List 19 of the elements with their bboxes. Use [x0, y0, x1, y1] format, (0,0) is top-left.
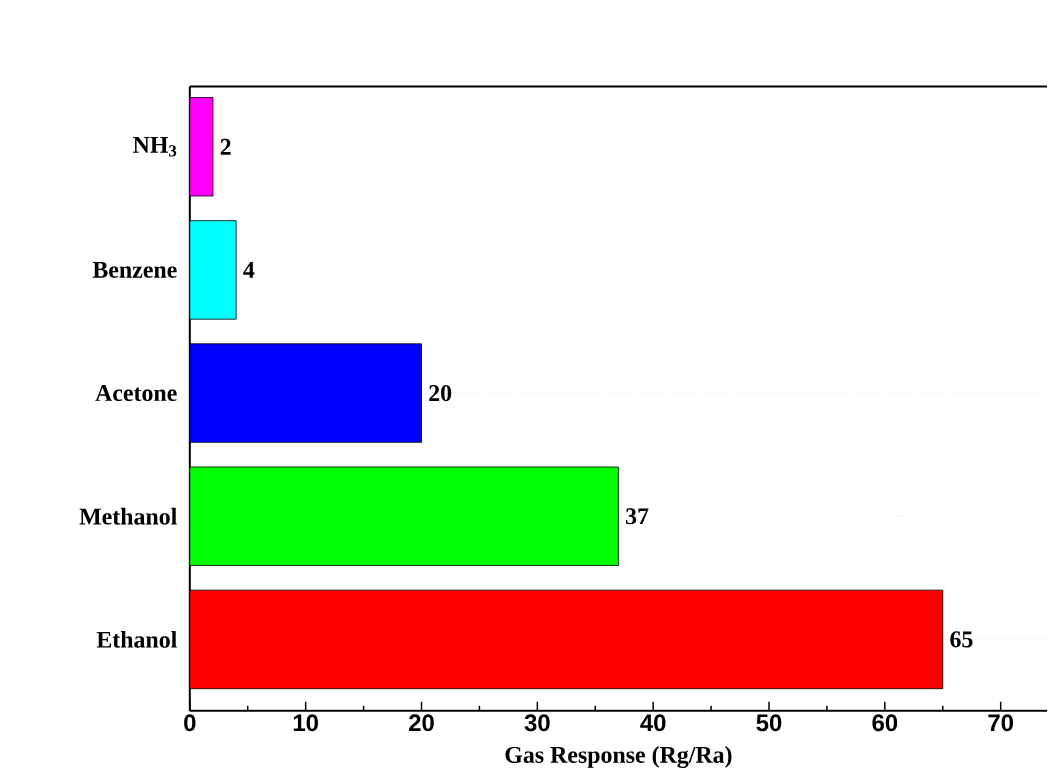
data-label: 37: [626, 508, 649, 525]
y-tick-label: Ethanol: [96, 630, 177, 648]
y-tick-label: Acetone: [95, 384, 177, 401]
x-tick-label: 60: [872, 714, 898, 732]
x-tick-label: 50: [756, 714, 782, 732]
y-tick-label: Benzene: [92, 261, 177, 278]
y-tick-label: Methanol: [79, 507, 177, 525]
data-label: 65: [950, 631, 973, 648]
data-label: 2: [220, 138, 231, 155]
data-label: 20: [429, 384, 452, 401]
x-tick-label: 20: [409, 714, 434, 732]
x-tick-label: 40: [640, 714, 666, 732]
y-tick-label: NH$_{3}$: [133, 136, 177, 157]
data-label: 4: [243, 261, 255, 278]
x-tick-label: 30: [524, 714, 550, 732]
x-tick-label: 70: [988, 714, 1013, 732]
x-axis-title: Gas Response (Rg/Ra): [505, 745, 732, 768]
x-tick-label: 0: [184, 714, 196, 732]
x-tick-label: 10: [293, 714, 318, 732]
